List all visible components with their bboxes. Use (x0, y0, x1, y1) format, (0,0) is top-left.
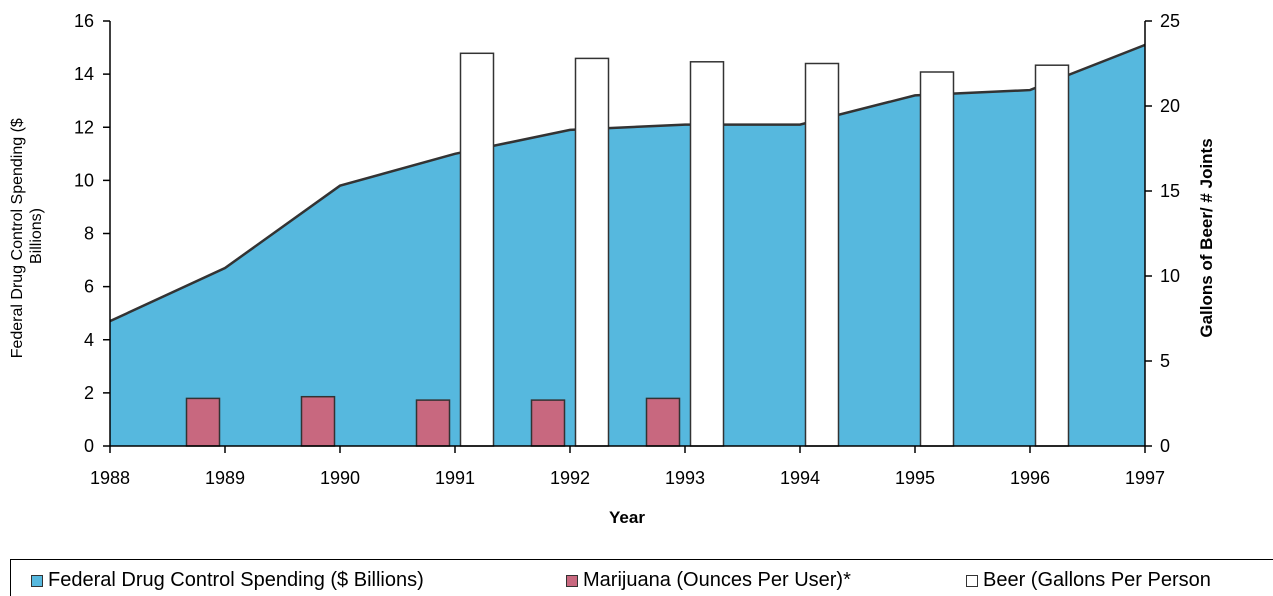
chart: 0 2 4 6 8 10 12 14 16 0 5 10 15 20 25 1988 1989 1990 199… (9, 11, 1216, 527)
marijuana-bar-1991 (415, 399, 451, 447)
y-axis-title-right: Gallons of Beer/ # Joints (1197, 138, 1216, 337)
legend-label-spending: Federal Drug Control Spending ($ Billion… (48, 569, 424, 591)
left-tick-label-2: 2 (84, 383, 94, 403)
x-tick-label-1991: 1991 (435, 468, 475, 488)
left-tick-label-6: 6 (84, 277, 94, 297)
legend-swatch-spending (31, 574, 43, 587)
beer-bar-1994 (804, 62, 840, 447)
beer-bar-1996 (1034, 64, 1070, 447)
marijuana-bar-1993 (645, 397, 681, 447)
right-tick-label-5: 5 (1160, 351, 1170, 371)
legend-swatch-beer (966, 574, 978, 587)
beer-bar-1995 (919, 71, 955, 447)
right-tick-label-20: 20 (1160, 96, 1180, 116)
plot-area (109, 43, 1146, 447)
left-y-axis: 0 2 4 6 8 10 12 14 16 (74, 11, 111, 456)
marijuana-bar-1992 (530, 399, 566, 447)
marijuana-bar-1990 (300, 395, 336, 447)
y-axis-title-left-line1: Federal Drug Control Spending ($ (9, 118, 26, 358)
legend-item-beer: Beer (Gallons Per Person (966, 569, 1211, 592)
right-tick-label-10: 10 (1160, 266, 1180, 286)
x-tick-label-1994: 1994 (780, 468, 820, 488)
legend-label-beer: Beer (Gallons Per Person (983, 569, 1211, 591)
y-axis-title-left-line2: Billions) (28, 208, 45, 264)
right-tick-label-25: 25 (1160, 11, 1180, 31)
right-tick-label-0: 0 (1160, 436, 1170, 456)
x-tick-label-1993: 1993 (665, 468, 705, 488)
right-tick-label-15: 15 (1160, 181, 1180, 201)
x-tick-label-1992: 1992 (550, 468, 590, 488)
left-tick-label-12: 12 (74, 117, 94, 137)
x-axis-title: Year (609, 508, 645, 527)
beer-bar-1991 (459, 52, 495, 447)
x-tick-label-1989: 1989 (205, 468, 245, 488)
legend: Federal Drug Control Spending ($ Billion… (10, 559, 1273, 596)
legend-swatch-marijuana (566, 574, 578, 587)
spending-area (110, 44, 1145, 446)
left-tick-label-14: 14 (74, 64, 94, 84)
beer-bar-1993 (689, 61, 725, 447)
legend-item-marijuana: Marijuana (Ounces Per User)* (566, 569, 851, 592)
legend-label-marijuana: Marijuana (Ounces Per User)* (583, 569, 851, 591)
beer-bar-1992 (574, 57, 610, 447)
left-tick-label-16: 16 (74, 11, 94, 31)
legend-item-spending: Federal Drug Control Spending ($ Billion… (31, 569, 424, 592)
x-tick-label-1997: 1997 (1125, 468, 1165, 488)
x-tick-label-1996: 1996 (1010, 468, 1050, 488)
spending-line (109, 43, 1146, 323)
y-axis-title-left: Federal Drug Control Spending ($ Billion… (9, 114, 45, 359)
x-tick-label-1995: 1995 (895, 468, 935, 488)
right-y-axis: 0 5 10 15 20 25 (1144, 11, 1180, 456)
x-tick-label-1988: 1988 (90, 468, 130, 488)
left-tick-label-0: 0 (84, 436, 94, 456)
left-tick-label-10: 10 (74, 170, 94, 190)
left-tick-label-8: 8 (84, 224, 94, 244)
x-tick-label-1990: 1990 (320, 468, 360, 488)
marijuana-bar-1989 (185, 397, 221, 447)
x-axis: 1988 1989 1990 1991 1992 1993 1994 1995 1996 1997 (90, 445, 1165, 488)
left-tick-label-4: 4 (84, 330, 94, 350)
